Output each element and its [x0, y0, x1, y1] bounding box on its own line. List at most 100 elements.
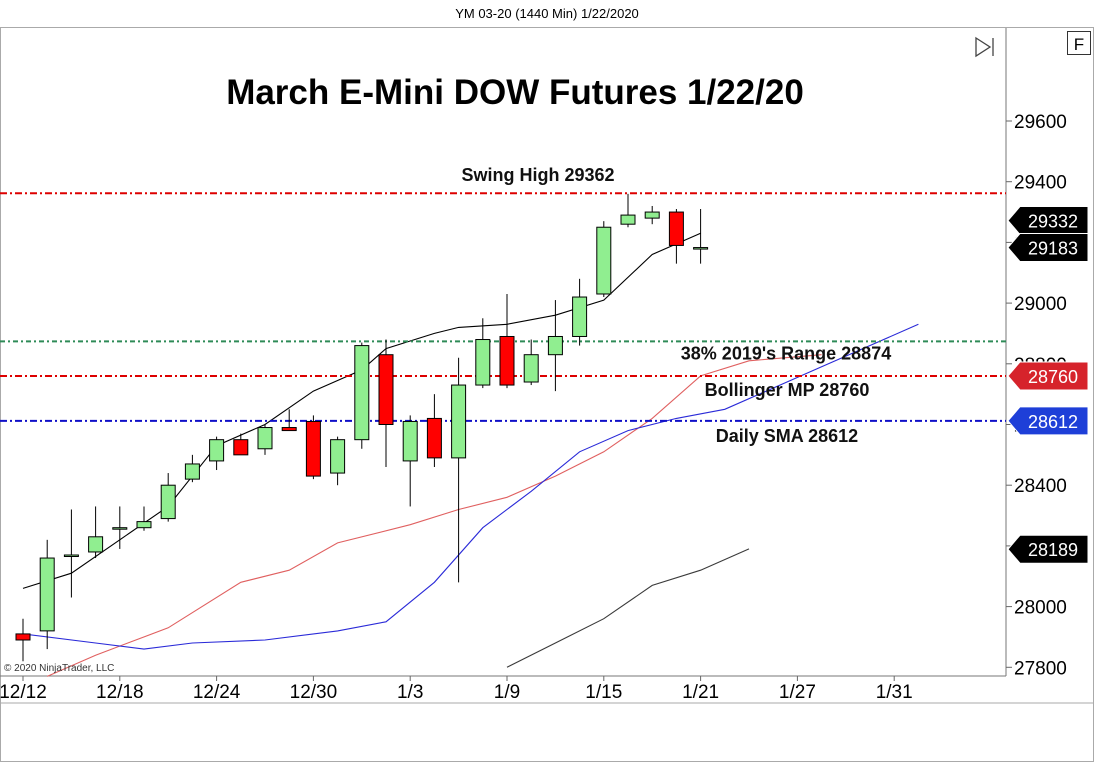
time-tick-label: 1/27 [779, 682, 816, 703]
candle [112, 506, 128, 549]
price-tick-label: 29600 [1014, 112, 1067, 133]
candle [354, 342, 370, 449]
price-badge-swing_high-label: 29332 [1028, 212, 1078, 232]
price-badges: 29332 28760 28612 29183 28189 [1007, 206, 1089, 564]
f-button-label: F [1074, 35, 1084, 54]
candle [281, 409, 297, 432]
candle [136, 506, 152, 531]
candle [644, 205, 660, 225]
candle [160, 473, 176, 522]
candle-body [184, 463, 200, 480]
copyright-text: © 2020 NinjaTrader, LLC [4, 663, 114, 674]
candle [63, 509, 79, 598]
level-label-swing_high: Swing High 29362 [461, 165, 614, 185]
candle [233, 433, 249, 456]
candle-body [257, 427, 273, 450]
scroll-to-end-button[interactable] [968, 34, 998, 60]
candle [15, 618, 31, 662]
candle-body [39, 557, 55, 632]
price-badge-28189: 28189 [1007, 534, 1089, 564]
candle [378, 339, 394, 467]
candle-body [305, 420, 321, 477]
candle [523, 339, 539, 386]
level-label-fib_38: 38% 2019's Range 28874 [681, 343, 891, 363]
chart-header-caption: YM 03-20 (1440 Min) 1/22/2020 [455, 6, 639, 21]
time-tick-label: 12/18 [96, 682, 144, 703]
indicator-line-3 [506, 548, 750, 668]
candle [184, 454, 200, 483]
candle-body [596, 226, 612, 295]
candle [499, 293, 515, 389]
price-tick-label: 28400 [1014, 476, 1067, 497]
price-badge-daily_sma-label: 28612 [1028, 412, 1078, 432]
time-tick-label: 1/31 [876, 682, 913, 703]
candle-body [475, 339, 491, 386]
price-badge-29183-label: 29183 [1028, 239, 1078, 259]
time-tick-label: 12/24 [193, 682, 241, 703]
chart-title: March E-Mini DOW Futures 1/22/20 [226, 73, 804, 112]
level-label-daily_sma: Daily SMA 28612 [716, 426, 858, 446]
play-end-icon [975, 36, 992, 58]
price-badge-bollinger_mp: 28760 [1007, 361, 1089, 391]
candle-body [330, 439, 346, 474]
candle-body [644, 211, 660, 219]
candle [39, 539, 55, 650]
candle-body [451, 384, 467, 459]
candle-body [63, 554, 79, 558]
candle [209, 436, 225, 471]
candle-body [426, 417, 442, 459]
candle-body [378, 354, 394, 426]
time-tick-label: 1/9 [494, 682, 520, 703]
price-tick-label: 28000 [1014, 598, 1067, 619]
candle [693, 209, 709, 264]
time-axis: 12/12 12/18 12/24 12/30 1/3 1/9 1/15 1/21 1/27 1/… [0, 676, 913, 703]
candle-body [209, 439, 225, 462]
time-tick-label: 1/3 [397, 682, 423, 703]
candle [402, 415, 418, 507]
candle-body [160, 484, 176, 520]
candle-body [668, 211, 684, 246]
candle [475, 318, 491, 389]
candle-body [523, 354, 539, 383]
candle-body [620, 214, 636, 225]
candle-body [15, 633, 31, 641]
price-badge-bollinger_mp-label: 28760 [1028, 367, 1078, 387]
candle-body [281, 427, 297, 432]
candle [596, 221, 612, 298]
price-tick-label: 27800 [1014, 658, 1067, 679]
time-tick-label: 1/21 [682, 682, 719, 703]
candle-body [547, 335, 563, 356]
candle-body [402, 420, 418, 462]
candle-body [233, 439, 249, 456]
candlesticks [15, 193, 709, 662]
level-label-bollinger_mp: Bollinger MP 28760 [705, 380, 870, 400]
price-badge-daily_sma: 28612 [1007, 406, 1089, 436]
price-tick-label: 29400 [1014, 173, 1067, 194]
candle-body [354, 345, 370, 441]
time-tick-label: 1/15 [585, 682, 622, 703]
price-badge-28189-label: 28189 [1028, 540, 1078, 560]
candle-body [88, 536, 104, 553]
candle-body [136, 521, 152, 529]
candle [620, 193, 636, 228]
candle [572, 278, 588, 346]
price-badge-swing_high: 29332 [1007, 206, 1089, 236]
candle-body [572, 296, 588, 337]
f-button[interactable]: F [1067, 31, 1091, 55]
candle [330, 436, 346, 486]
candle [426, 394, 442, 467]
candle-body [112, 527, 128, 530]
price-badge-29183: 29183 [1007, 233, 1089, 263]
chart-frame [0, 27, 1094, 762]
time-tick-label: 12/12 [0, 682, 47, 703]
candle [88, 506, 104, 559]
price-tick-label: 29000 [1014, 294, 1067, 315]
candle [451, 357, 467, 583]
candle [257, 424, 273, 455]
candle [305, 415, 321, 480]
candle [668, 209, 684, 264]
candle-body [693, 247, 709, 250]
candle-body [499, 335, 515, 386]
time-tick-label: 12/30 [290, 682, 338, 703]
